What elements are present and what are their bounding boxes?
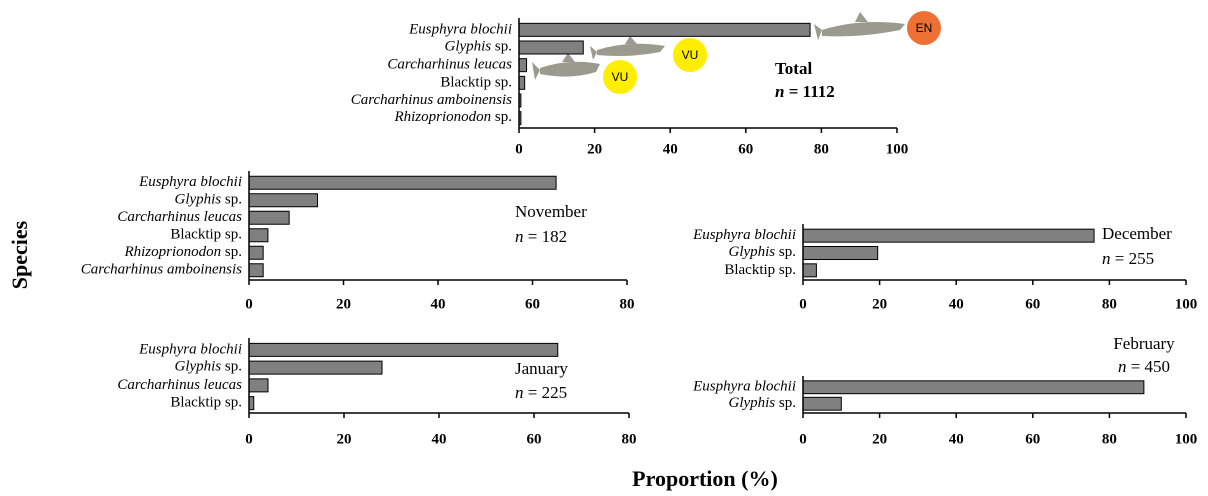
category-label: Carcharhinus amboinensis	[81, 262, 242, 278]
x-tick-label: 100	[886, 141, 909, 157]
bar	[803, 381, 1144, 394]
shark-icons	[532, 12, 905, 80]
category-label: Eusphyra blochii	[138, 174, 242, 190]
x-tick-label: 80	[620, 296, 635, 312]
category-label: Glyphis sp.	[174, 192, 242, 208]
bar	[249, 379, 268, 392]
sample-size: n = 1112	[775, 82, 835, 101]
bar	[249, 176, 556, 189]
shark-icon	[590, 36, 665, 60]
figure: Species Proportion (%) Eusphyra blochiiG…	[0, 0, 1208, 496]
category-label: Blacktip sp.	[170, 227, 242, 243]
x-tick-label: 0	[799, 431, 807, 447]
shark-icon	[814, 12, 905, 40]
bar	[803, 397, 841, 410]
bar	[519, 76, 525, 89]
x-tick-label: 60	[527, 431, 542, 447]
status-label: VU	[612, 70, 629, 84]
x-tick-label: 80	[1102, 296, 1117, 312]
category-label: Eusphyra blochii	[692, 227, 796, 243]
x-tick-label: 80	[814, 141, 829, 157]
x-tick-label: 20	[337, 431, 352, 447]
x-tick-label: 0	[245, 431, 253, 447]
panel-title: November	[515, 202, 587, 221]
category-label: Carcharhinus leucas	[387, 57, 512, 73]
panel-title: January	[515, 359, 568, 378]
category-label: Eusphyra blochii	[692, 379, 796, 395]
sample-size: n = 255	[1102, 249, 1154, 268]
sample-size: n = 225	[515, 383, 567, 402]
category-label: Eusphyra blochii	[138, 341, 242, 357]
bar	[803, 264, 816, 277]
bar	[519, 23, 810, 36]
x-tick-label: 80	[622, 431, 637, 447]
category-label: Rhizoprionodon sp.	[393, 110, 512, 126]
bar	[249, 264, 263, 277]
x-tick-label: 60	[738, 141, 753, 157]
x-tick-label: 40	[432, 431, 447, 447]
category-label: Glyphis sp.	[174, 359, 242, 375]
bar	[249, 361, 382, 374]
x-tick-label: 60	[1025, 296, 1040, 312]
category-label: Rhizoprionodon sp.	[123, 244, 242, 260]
status-label: EN	[916, 21, 933, 35]
x-tick-label: 20	[587, 141, 602, 157]
x-tick-label: 0	[515, 141, 523, 157]
category-label: Carcharhinus leucas	[117, 209, 242, 225]
x-tick-label: 60	[1025, 431, 1040, 447]
bar	[249, 343, 558, 356]
panel: Eusphyra blochii Glyphis sp. Carcharhinus …	[117, 338, 636, 447]
bar	[519, 41, 583, 54]
x-tick-label: 20	[872, 296, 887, 312]
x-tick-label: 80	[1102, 431, 1117, 447]
category-label: Blacktip sp.	[724, 262, 796, 278]
x-tick-label: 0	[245, 296, 253, 312]
category-label: Carcharhinus leucas	[117, 377, 242, 393]
bar	[249, 246, 263, 259]
x-tick-label: 100	[1175, 431, 1198, 447]
category-label: Carcharhinus amboinensis	[351, 92, 512, 108]
panel-title: Total	[775, 59, 812, 78]
category-label: Blacktip sp.	[170, 395, 242, 411]
bar	[249, 229, 268, 242]
x-tick-label: 40	[949, 296, 964, 312]
x-tick-label: 0	[799, 296, 807, 312]
bar	[803, 229, 1094, 242]
x-tick-label: 60	[525, 296, 540, 312]
status-label: VU	[682, 48, 699, 62]
x-tick-label: 20	[872, 431, 887, 447]
bar	[519, 59, 527, 72]
bar	[249, 194, 318, 207]
x-tick-label: 40	[431, 296, 446, 312]
category-label: Eusphyra blochii	[408, 21, 512, 37]
category-label: Blacktip sp.	[440, 74, 512, 90]
panel-title: February	[1113, 334, 1175, 353]
shark-icon	[532, 53, 600, 80]
category-label: Glyphis sp.	[444, 39, 512, 55]
bar	[249, 211, 289, 224]
x-tick-label: 40	[663, 141, 678, 157]
x-axis-label: Proportion (%)	[632, 466, 778, 491]
panel-title: December	[1102, 224, 1172, 243]
x-tick-label: 20	[336, 296, 351, 312]
sample-size: n = 182	[515, 227, 567, 246]
category-label: Glyphis sp.	[728, 244, 796, 260]
sample-size: n = 450	[1118, 357, 1170, 376]
bar	[803, 247, 878, 260]
x-tick-label: 100	[1175, 296, 1198, 312]
y-axis-label: Species	[7, 220, 32, 289]
x-tick-label: 40	[949, 431, 964, 447]
category-label: Glyphis sp.	[728, 395, 796, 411]
